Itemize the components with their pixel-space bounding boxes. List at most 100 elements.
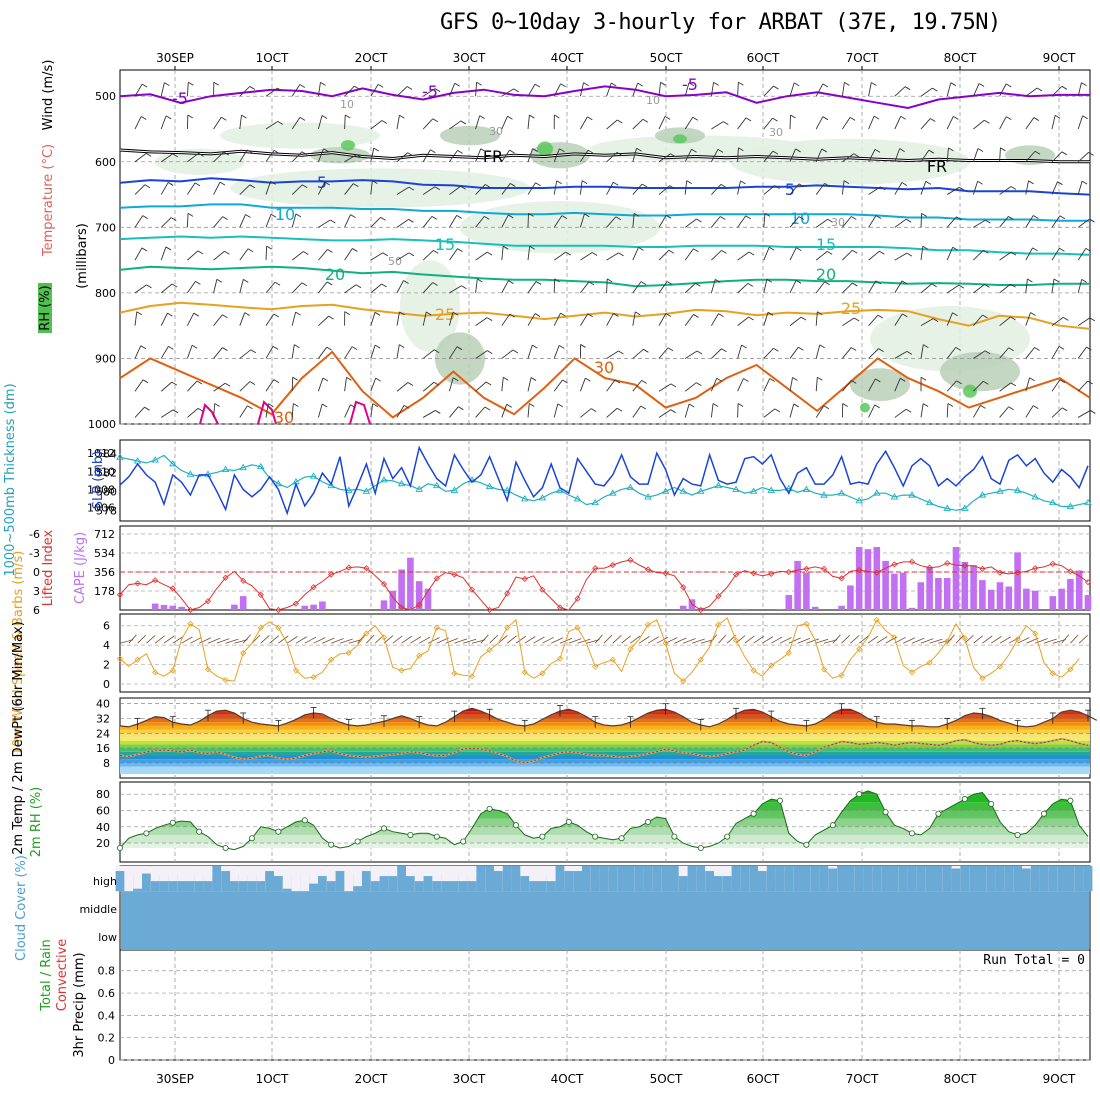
wind-speed-point	[1049, 670, 1056, 677]
wind-barb	[553, 83, 562, 97]
wind-barb-feather	[373, 147, 380, 152]
li-point	[873, 569, 880, 576]
wind-barb	[946, 216, 957, 228]
li-point	[398, 604, 405, 611]
wind-barb	[239, 248, 249, 261]
wind-barb-feather	[277, 87, 283, 92]
wind-tick: 6	[103, 620, 110, 633]
cape-bar	[697, 607, 705, 610]
cape-bar	[979, 580, 986, 610]
li-point	[363, 565, 370, 572]
surface-wind-barb	[920, 638, 934, 644]
wind-barb	[475, 381, 487, 392]
rh-point	[777, 797, 784, 804]
li-point	[732, 571, 740, 578]
date-label-top: 6OCT	[747, 51, 780, 65]
wind-barb-feather	[432, 282, 438, 286]
wind-barb-feather	[193, 312, 199, 317]
wind-barb	[1077, 82, 1082, 97]
wind-barb	[973, 284, 985, 294]
wind-barb-feather	[458, 406, 464, 411]
wind-barb	[291, 403, 294, 418]
wind-barb	[999, 347, 1009, 359]
wind-barb-feather	[167, 182, 174, 186]
wind-barb-feather	[171, 283, 178, 288]
cape-bar	[398, 569, 405, 610]
wind-barb-feather	[374, 344, 381, 349]
surface-wind-barb	[146, 635, 156, 644]
wind-barb-feather	[272, 345, 279, 350]
wind-barb	[894, 252, 908, 261]
wind-barb-feather	[294, 344, 300, 348]
high-cloud-bar	[511, 866, 521, 892]
date-label-bottom: 8OCT	[944, 1072, 977, 1086]
rh-point	[645, 818, 652, 825]
wind-barb	[291, 311, 297, 326]
cape-bar	[961, 561, 969, 610]
wind-barb-feather	[693, 248, 699, 253]
wind-barb-feather	[508, 280, 514, 284]
surface-wind-barb	[269, 635, 280, 644]
high-cloud-bar	[265, 871, 274, 892]
cape-bar	[1058, 588, 1065, 610]
cape-bar	[864, 549, 872, 610]
wind-barb-feather	[745, 215, 751, 220]
wind-barb-feather	[559, 148, 565, 153]
thickness-point	[908, 491, 916, 498]
thickness-point	[415, 485, 423, 492]
wind-barb	[789, 183, 800, 195]
wind-barb	[265, 281, 276, 294]
wind-barb	[815, 311, 818, 326]
thickness-point	[1013, 486, 1022, 493]
high-cloud-bg	[186, 866, 195, 892]
li-point	[416, 601, 423, 608]
wind-barb	[606, 379, 616, 392]
wind-barb	[265, 346, 274, 359]
wind-barb	[946, 403, 949, 418]
surface-wind-barb	[1061, 634, 1070, 644]
wind-barb	[134, 379, 144, 392]
wind-barb-feather	[407, 382, 414, 386]
thickness-tick: 580	[96, 485, 117, 498]
cape-bar	[926, 567, 933, 610]
wind-barb	[711, 313, 719, 326]
surface-wind-barb	[419, 636, 431, 644]
wind-barb-feather	[532, 148, 538, 152]
wind-barb-feather	[165, 115, 172, 120]
slp-tick: 1008	[87, 484, 115, 497]
pressure-tick: 600	[95, 156, 116, 169]
slp-tick: 1012	[87, 447, 115, 460]
wind-barb-feather	[1081, 82, 1087, 86]
rh-shading	[940, 351, 1020, 392]
wind-barb-feather	[1027, 278, 1033, 283]
cape-bar	[151, 603, 159, 610]
wind-barb-feather	[902, 313, 908, 318]
contour-label: 5	[785, 180, 795, 199]
wind-barb-feather	[844, 81, 850, 86]
slp-tick: 1010	[87, 465, 115, 478]
wind-barb	[737, 344, 743, 359]
wind-barb	[422, 349, 435, 359]
surface-wind-barb	[1070, 634, 1079, 644]
wind-barb	[1025, 278, 1028, 293]
surface-wind-barb	[630, 635, 641, 644]
wind-speed-point	[627, 645, 634, 653]
wind-barb-feather	[853, 153, 860, 158]
wind-barb	[946, 186, 960, 195]
cape-bar	[996, 582, 1004, 610]
wind-barb-feather	[1010, 186, 1017, 190]
wind-barb	[999, 216, 1009, 228]
wind-speed-point	[750, 667, 757, 674]
wind-barb	[763, 347, 774, 359]
wind-barb	[186, 82, 189, 97]
rh-point	[856, 791, 863, 798]
wind-barb	[632, 148, 637, 162]
wind-barb	[946, 284, 960, 294]
high-cloud-bar	[564, 871, 574, 892]
high-cloud-bar	[186, 881, 195, 892]
wind-barb-feather	[213, 81, 220, 86]
wind-barb	[606, 278, 608, 293]
wind-barb-feather	[721, 348, 727, 353]
wind-barb	[318, 315, 329, 326]
wind-barb	[894, 280, 903, 294]
